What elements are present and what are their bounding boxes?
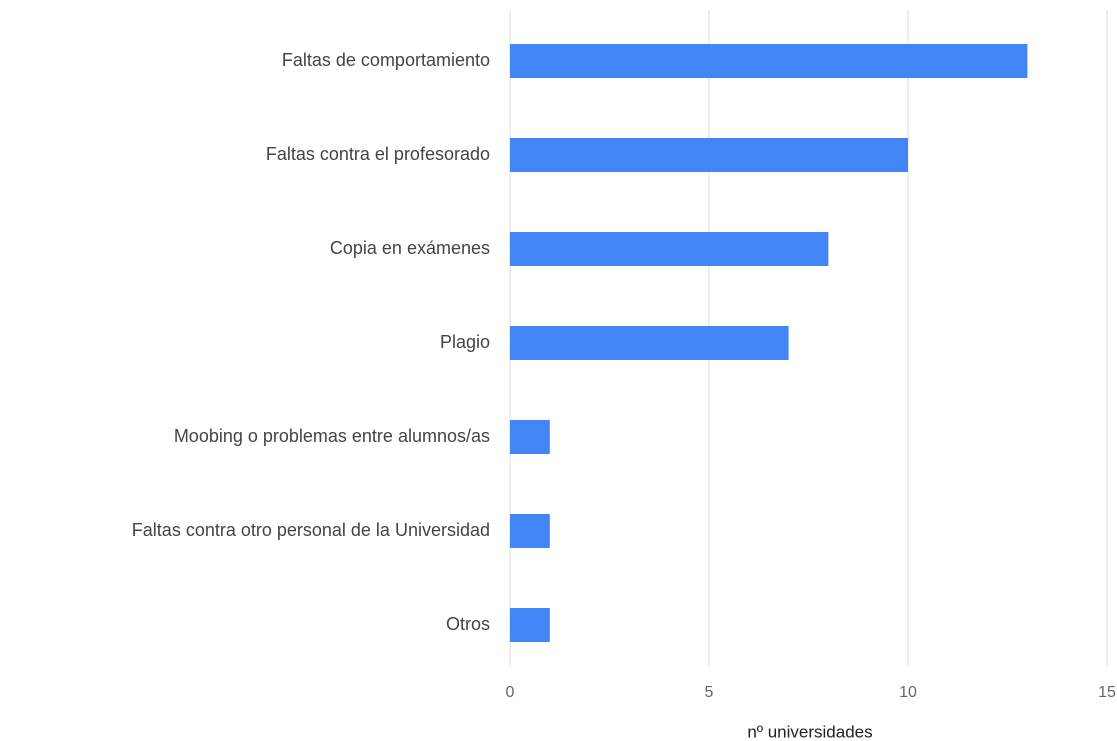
bar — [510, 608, 550, 642]
y-tick-label: Faltas contra otro personal de la Univer… — [132, 520, 490, 540]
y-tick-label: Faltas contra el profesorado — [266, 144, 490, 164]
x-tick-label: 10 — [899, 684, 917, 701]
bar — [510, 514, 550, 548]
bar — [510, 326, 789, 360]
y-tick-label: Moobing o problemas entre alumnos/as — [174, 426, 490, 446]
bar — [510, 232, 829, 266]
y-tick-label: Otros — [446, 614, 490, 634]
bar — [510, 420, 550, 454]
x-tick-label: 15 — [1098, 684, 1116, 701]
y-tick-label: Copia en exámenes — [330, 238, 490, 258]
y-tick-label: Plagio — [440, 332, 490, 352]
x-tick-label: 5 — [705, 684, 714, 701]
bar — [510, 44, 1028, 78]
y-tick-label: Faltas de comportamiento — [282, 50, 490, 70]
x-tick-label: 0 — [506, 684, 515, 701]
bar — [510, 138, 908, 172]
x-axis-title: nº universidades — [747, 722, 872, 741]
